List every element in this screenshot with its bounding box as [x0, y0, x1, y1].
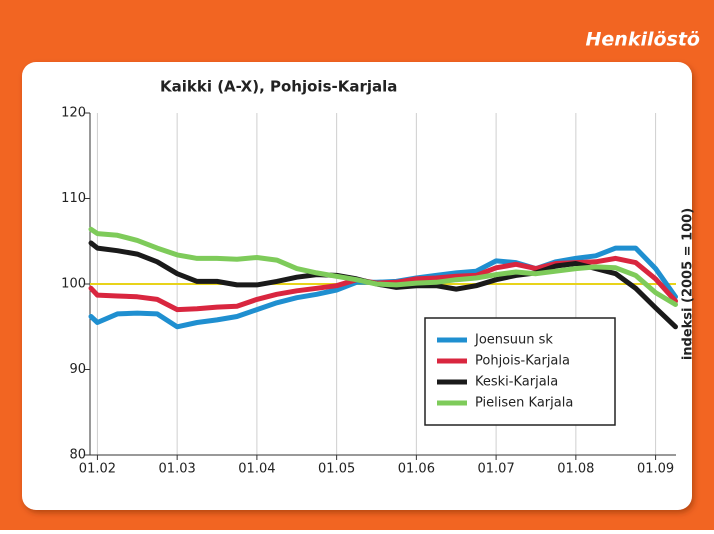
chart-title: Kaikki (A-X), Pohjois-Karjala [160, 78, 397, 96]
y-axis-label: indeksi (2005 = 100) [681, 208, 696, 360]
series-line [88, 226, 678, 307]
legend-label: Pohjois-Karjala [475, 354, 570, 369]
x-tick-label: 01.03 [159, 462, 196, 477]
legend-label: Pielisen Karjala [475, 396, 573, 411]
y-tick-label: 90 [69, 362, 86, 377]
y-tick-label: 110 [61, 191, 86, 206]
x-tick-label: 01.05 [318, 462, 355, 477]
x-tick-label: 01.06 [398, 462, 435, 477]
y-tick-label: 80 [69, 448, 86, 463]
legend-box [424, 317, 616, 426]
legend-label: Keski-Karjala [475, 375, 558, 390]
x-tick-label: 01.02 [79, 462, 116, 477]
y-tick-label: 120 [61, 106, 86, 121]
x-tick-label: 01.04 [238, 462, 275, 477]
legend: Joensuun sk Pohjois-Karjala Keski-Karjala P… [424, 317, 616, 426]
y-tick-label: 100 [61, 277, 86, 292]
x-tick-label: 01.07 [478, 462, 515, 477]
header-title: Henkilöstö [586, 29, 700, 51]
x-tick-label: 01.09 [637, 462, 674, 477]
legend-label: Joensuun sk [474, 333, 553, 348]
plot: 01.02 01.03 01.04 01.05 01.06 01.07 01.08 01.09… [61, 106, 678, 477]
x-tick-label: 01.08 [557, 462, 594, 477]
